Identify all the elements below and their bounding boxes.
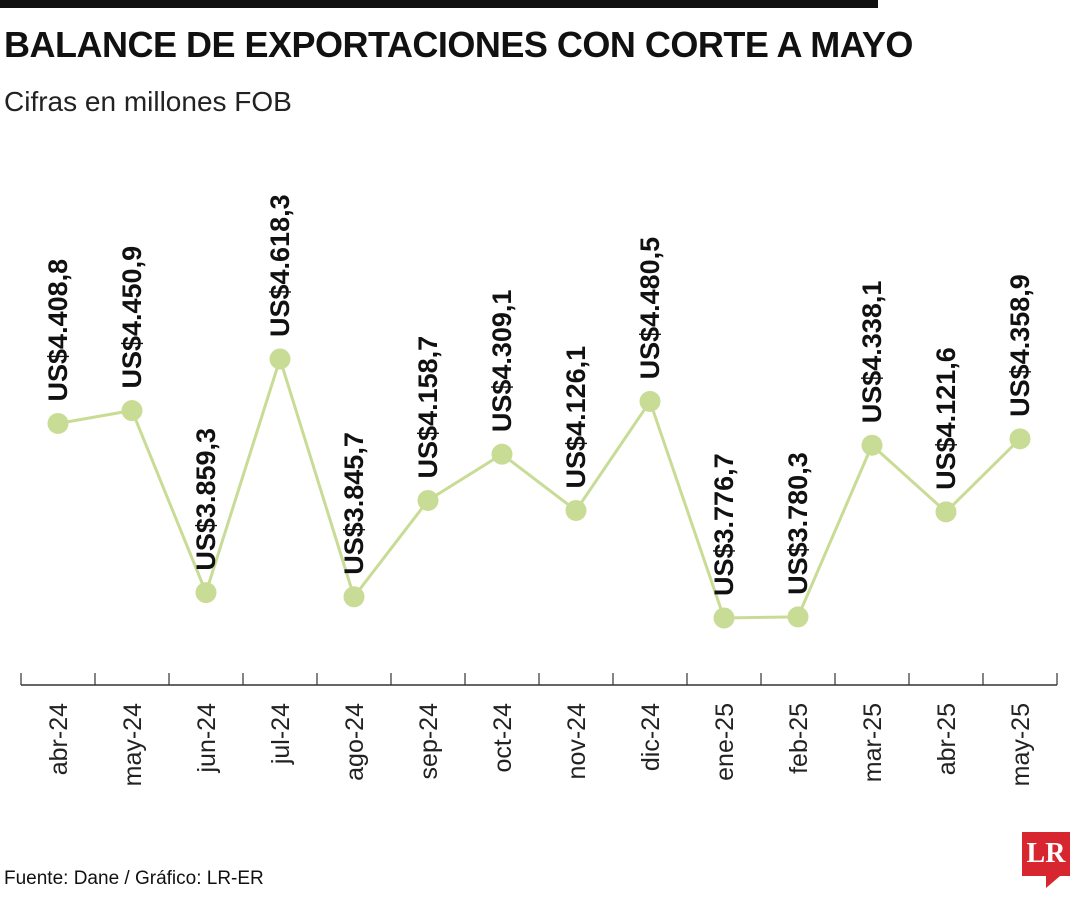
x-tick-label: ene-25 [711,703,739,781]
x-tick-label: jul-24 [267,703,295,765]
data-point [713,607,735,629]
x-tick-label: jun-24 [193,703,221,774]
x-tick-label: oct-24 [489,703,517,773]
data-label: US$4.338,1 [857,281,887,424]
data-point [565,499,587,521]
data-point [121,400,143,422]
line-chart: US$4.408,8 US$4.450,9 US$3.859,3 US$4.618,3… [20,194,1058,786]
series-line-layer [57,353,1022,620]
x-tick-label: may-24 [119,703,147,786]
data-points [47,348,1031,629]
data-point [639,390,661,412]
data-label: US$4.358,9 [1005,274,1035,417]
x-tick-label: may-25 [1007,703,1035,786]
data-label: US$3.776,7 [709,453,739,596]
data-label: US$4.618,3 [265,194,295,337]
data-label: US$3.780,3 [783,452,813,595]
logo-tail [1046,876,1060,888]
data-label: US$4.158,7 [413,336,443,479]
series-line [57,353,1022,620]
data-label: US$4.126,1 [561,346,591,489]
x-tick-label: ago-24 [341,703,369,781]
x-tick-labels: abr-24 may-24 jun-24 jul-24 ago-24 sep-24 oct-… [45,703,1035,786]
data-label: US$4.408,8 [43,259,73,402]
data-point [269,348,291,370]
x-tick-label: mar-25 [859,703,887,782]
data-point [195,582,217,604]
data-label: US$4.121,6 [931,347,961,490]
source-note: Fuente: Dane / Gráfico: LR-ER [4,868,264,889]
data-point [417,489,439,511]
data-label: US$4.450,9 [117,246,147,389]
data-label: US$3.845,7 [339,432,369,575]
x-tick-label: abr-24 [45,703,73,775]
x-axis [20,673,1058,686]
lr-logo: LR [1022,832,1070,888]
data-point [343,586,365,608]
x-tick-label: dic-24 [637,703,665,771]
chart-subtitle: Cifras en millones FOB [4,86,292,117]
chart-title: BALANCE DE EXPORTACIONES CON CORTE A MAY… [4,24,913,65]
data-point [935,501,957,523]
logo-mark: LR [1022,832,1070,876]
data-point [787,606,809,628]
x-tick-label: sep-24 [415,703,443,780]
x-tick-label: feb-25 [785,703,813,774]
data-label: US$4.480,5 [635,237,665,380]
x-tick-label: abr-25 [933,703,961,775]
top-rule [0,0,878,8]
data-labels: US$4.408,8 US$4.450,9 US$3.859,3 US$4.618,3… [43,194,1035,596]
data-point [861,434,883,456]
data-point [491,443,513,465]
x-tick-label: nov-24 [563,703,591,780]
data-point [47,412,69,434]
data-point [1009,428,1031,450]
data-label: US$3.859,3 [191,428,221,571]
data-label: US$4.309,1 [487,290,517,433]
